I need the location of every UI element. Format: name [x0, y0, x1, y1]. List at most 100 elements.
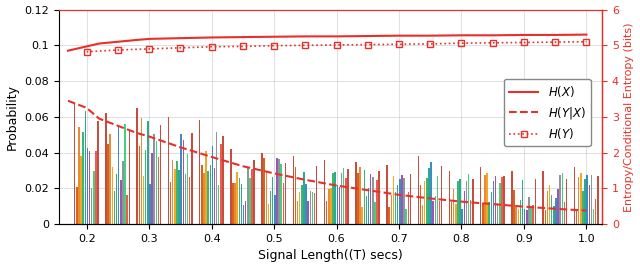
Bar	[589, 185, 590, 224]
Bar	[426, 178, 428, 224]
$H(X)$	[489, 34, 497, 37]
Bar	[245, 200, 246, 224]
Bar	[531, 208, 532, 224]
Bar	[127, 195, 128, 224]
Bar	[433, 201, 434, 224]
Bar	[555, 198, 557, 224]
Bar	[368, 188, 369, 224]
$H(X)$	[395, 34, 403, 37]
Bar	[109, 134, 111, 224]
Bar	[518, 209, 519, 224]
$H(X)$	[208, 36, 216, 39]
Bar	[285, 163, 286, 224]
Bar	[339, 187, 340, 224]
Bar	[435, 196, 436, 224]
Bar	[493, 181, 494, 224]
Bar	[591, 175, 592, 224]
$H(Y)$	[458, 42, 465, 45]
$H(Y)$	[145, 47, 153, 50]
Bar	[482, 203, 484, 224]
$H(X)$	[333, 35, 340, 38]
Bar	[91, 188, 92, 224]
Bar	[343, 168, 344, 224]
Y-axis label: Entropy/Conditional Entropy (bits): Entropy/Conditional Entropy (bits)	[625, 22, 634, 212]
$H(Y|X)$	[208, 155, 216, 159]
Bar	[234, 183, 236, 224]
Bar	[136, 108, 138, 224]
Bar	[424, 181, 426, 224]
$H(X)$	[551, 33, 559, 36]
Bar	[299, 192, 300, 224]
Bar	[580, 173, 582, 224]
Bar	[199, 120, 200, 224]
$H(Y|X)$	[301, 178, 309, 181]
Bar	[95, 151, 97, 224]
Bar	[561, 173, 563, 224]
Bar	[176, 162, 178, 224]
Bar	[205, 151, 207, 224]
Legend: $H(X)$, $H(Y|X)$, $H(Y)$: $H(X)$, $H(Y|X)$, $H(Y)$	[504, 79, 591, 146]
Bar	[557, 189, 559, 224]
Bar	[301, 185, 303, 224]
Bar	[252, 169, 253, 224]
Bar	[403, 178, 404, 224]
Bar	[237, 172, 238, 224]
Bar	[553, 206, 555, 224]
Bar	[337, 185, 338, 224]
Bar	[582, 192, 584, 224]
Bar	[335, 172, 336, 224]
$H(Y|X)$	[364, 189, 372, 192]
Bar	[86, 148, 88, 224]
$H(X)$	[114, 40, 122, 43]
Bar	[276, 158, 278, 224]
Bar	[278, 159, 280, 224]
Bar	[105, 113, 107, 224]
Bar	[480, 167, 481, 224]
Bar	[564, 202, 565, 224]
$H(X)$	[239, 35, 246, 39]
Bar	[466, 181, 467, 224]
Bar	[593, 209, 595, 224]
Bar	[468, 174, 469, 224]
Bar	[365, 196, 367, 224]
$H(Y|X)$	[520, 205, 528, 208]
Bar	[74, 103, 76, 224]
Bar	[310, 191, 311, 224]
Bar	[393, 176, 394, 224]
Bar	[272, 177, 273, 224]
Bar	[515, 204, 517, 224]
$H(Y|X)$	[395, 193, 403, 196]
Bar	[187, 154, 188, 224]
Bar	[138, 146, 140, 224]
Bar	[578, 177, 579, 224]
$H(Y|X)$	[458, 200, 465, 203]
Bar	[220, 144, 221, 224]
Bar	[261, 153, 263, 224]
$H(Y)$	[83, 50, 90, 53]
Bar	[243, 205, 244, 224]
Bar	[511, 170, 513, 224]
Bar	[534, 178, 536, 224]
Bar	[545, 210, 546, 224]
$H(Y|X)$	[333, 184, 340, 187]
Bar	[253, 160, 255, 224]
Bar	[378, 171, 380, 224]
Bar	[513, 190, 515, 224]
$H(Y|X)$	[489, 203, 497, 206]
Y-axis label: Probability: Probability	[6, 84, 19, 150]
Bar	[283, 183, 284, 224]
Bar	[430, 162, 432, 224]
$H(Y)$	[426, 42, 434, 46]
Bar	[522, 180, 524, 224]
Bar	[520, 200, 521, 224]
Bar	[405, 209, 407, 224]
Bar	[355, 162, 356, 224]
$H(Y|X)$	[145, 135, 153, 138]
$H(Y)$	[270, 44, 278, 47]
Bar	[401, 176, 403, 224]
Bar	[122, 161, 124, 224]
Bar	[201, 165, 202, 224]
$H(X)$	[458, 34, 465, 37]
$H(Y)$	[301, 44, 309, 47]
Bar	[484, 175, 486, 224]
